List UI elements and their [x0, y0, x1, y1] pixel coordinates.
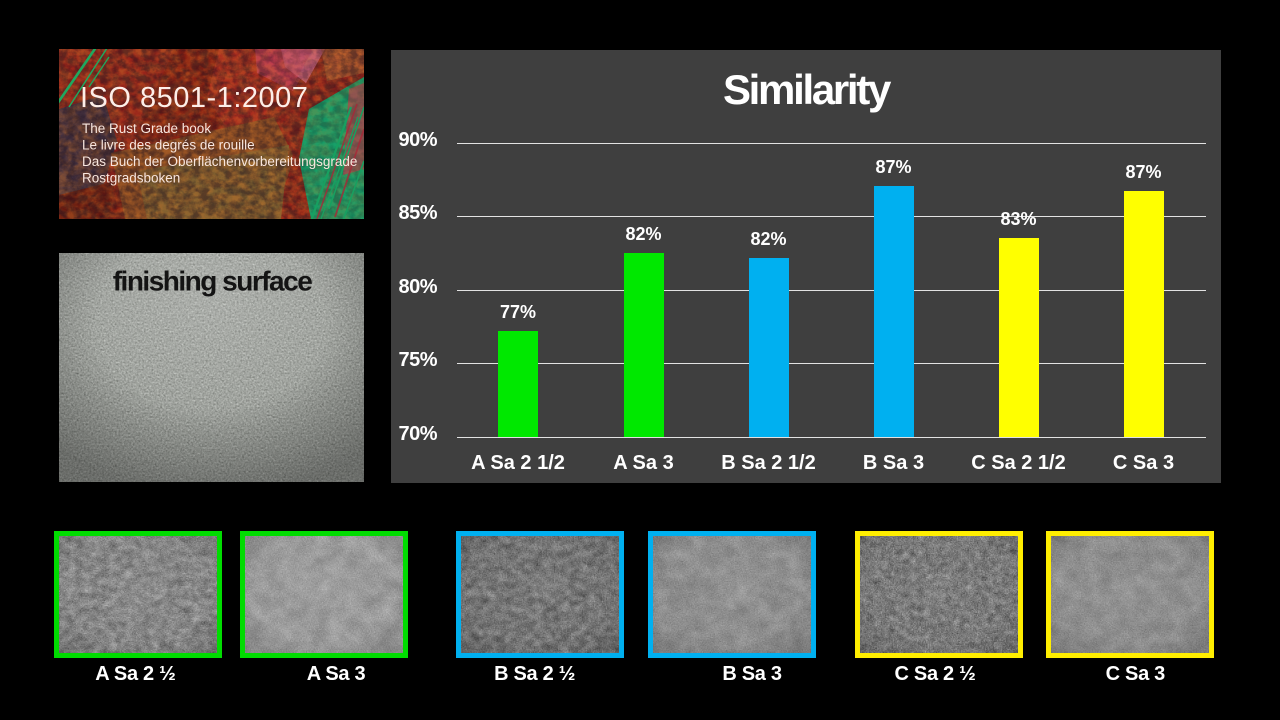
svg-text:Rostgradsboken: Rostgradsboken [82, 171, 180, 186]
svg-text:The Rust Grade book: The Rust Grade book [82, 121, 211, 136]
svg-text:Das Buch der Oberflächenvorber: Das Buch der Oberflächenvorbereitungsgra… [82, 154, 357, 169]
svg-text:finishing surface: finishing surface [113, 266, 312, 297]
svg-text:ISO 8501-1:2007: ISO 8501-1:2007 [80, 82, 308, 114]
svg-text:Le livre des degrés de rouille: Le livre des degrés de rouille [82, 138, 255, 153]
